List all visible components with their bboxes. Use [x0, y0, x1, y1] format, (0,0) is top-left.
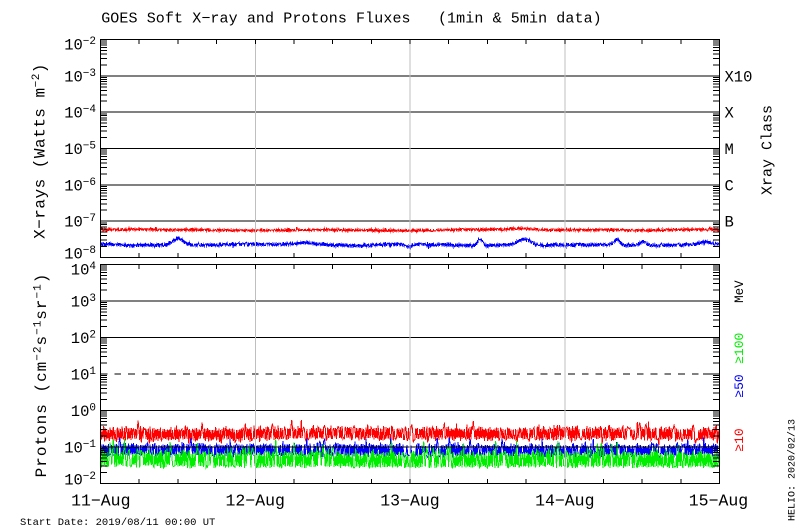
svg-text:15−Aug: 15−Aug [689, 492, 748, 511]
svg-text:Start Date: 2019/08/11 00:00 U: Start Date: 2019/08/11 00:00 UT [20, 517, 215, 529]
svg-text:14−Aug: 14−Aug [535, 492, 594, 511]
svg-text:Xray Class: Xray Class [760, 105, 777, 195]
svg-text:GOES Soft X−ray and Protons Fl: GOES Soft X−ray and Protons Fluxes (1min… [101, 10, 602, 27]
svg-text:X−rays (Watts m−2): X−rays (Watts m−2) [31, 63, 50, 239]
svg-text:≥100: ≥100 [732, 333, 747, 364]
svg-text:HELIO: 2020/02/13: HELIO: 2020/02/13 [787, 419, 799, 521]
svg-text:11−Aug: 11−Aug [71, 492, 130, 511]
svg-text:13−Aug: 13−Aug [380, 492, 439, 511]
svg-text:C: C [725, 177, 734, 195]
svg-text:X: X [725, 105, 735, 123]
svg-text:B: B [725, 214, 734, 232]
svg-text:12−Aug: 12−Aug [225, 492, 284, 511]
svg-text:M: M [725, 141, 734, 159]
svg-text:≥10: ≥10 [732, 428, 747, 451]
svg-text:≥50: ≥50 [732, 374, 747, 397]
svg-text:X10: X10 [725, 68, 753, 86]
svg-text:Protons (cm−2s−1sr−1): Protons (cm−2s−1sr−1) [33, 273, 52, 478]
svg-text:MeV: MeV [733, 280, 747, 303]
